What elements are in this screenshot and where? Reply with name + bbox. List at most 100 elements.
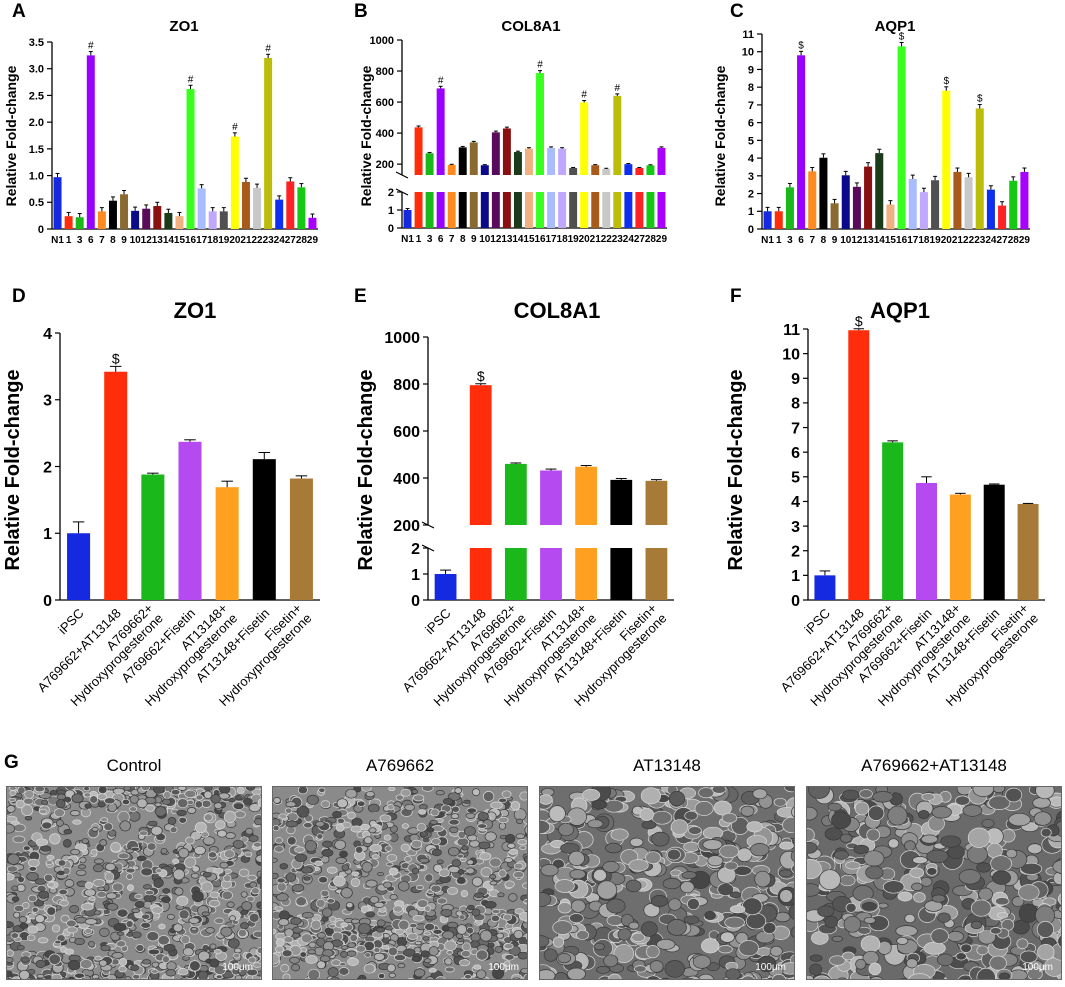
- bar: [64, 216, 73, 229]
- cell-shape: [398, 919, 410, 931]
- cell-shape: [222, 970, 234, 979]
- cell-shape: [490, 914, 500, 922]
- cell-shape: [497, 892, 505, 898]
- cell-shape: [504, 857, 514, 863]
- cell-shape: [209, 958, 220, 968]
- y-tick-label: 3.0: [29, 64, 44, 76]
- bar: [502, 128, 511, 175]
- cell-shape: [463, 799, 471, 804]
- cell-shape: [842, 789, 860, 801]
- significance-mark: $: [977, 94, 983, 105]
- cell-shape: [201, 799, 212, 808]
- bar: [308, 217, 317, 229]
- micrograph-control-image: [7, 787, 262, 979]
- cell-shape: [872, 791, 894, 803]
- cell-shape: [24, 789, 35, 799]
- cell-shape: [807, 806, 818, 821]
- cell-shape: [770, 945, 783, 957]
- y-tick-label: 600: [376, 97, 394, 109]
- cell-shape: [261, 806, 262, 813]
- cell-shape: [238, 928, 247, 938]
- bar: [882, 442, 904, 600]
- cell-shape: [54, 939, 62, 945]
- cell-shape: [845, 902, 857, 913]
- cell-shape: [661, 977, 670, 979]
- x-tick-label: 13: [863, 235, 875, 246]
- cell-shape: [308, 941, 317, 949]
- cell-shape: [504, 880, 515, 889]
- cell-shape: [955, 795, 970, 806]
- cell-shape: [185, 836, 195, 845]
- significance-mark: $: [899, 32, 905, 43]
- cell-shape: [918, 809, 930, 820]
- cell-shape: [172, 858, 180, 865]
- cell-shape: [157, 935, 170, 946]
- cell-shape: [279, 863, 289, 870]
- cell-shape: [282, 973, 291, 979]
- cell-shape: [718, 945, 733, 954]
- cell-shape: [863, 916, 876, 924]
- cell-shape: [350, 877, 361, 888]
- cell-shape: [208, 899, 221, 908]
- cell-shape: [79, 856, 87, 864]
- cell-shape: [238, 967, 247, 977]
- cell-shape: [824, 915, 839, 929]
- cell-shape: [194, 800, 203, 809]
- cell-shape: [740, 805, 755, 817]
- y-tick-label: 800: [393, 377, 420, 394]
- cell-shape: [782, 816, 794, 834]
- cell-shape: [498, 869, 507, 878]
- cell-shape: [668, 898, 682, 911]
- cell-shape: [341, 864, 350, 872]
- cell-shape: [116, 908, 129, 918]
- cell-shape: [274, 845, 284, 853]
- x-tick-label: 20: [229, 235, 241, 246]
- cell-shape: [64, 879, 75, 888]
- x-tick-label: 28: [296, 235, 308, 246]
- cell-shape: [9, 787, 17, 791]
- cell-shape: [587, 819, 604, 829]
- cell-shape: [791, 806, 794, 818]
- cell-shape: [666, 848, 681, 861]
- cell-shape: [7, 815, 18, 823]
- cell-shape: [276, 882, 287, 892]
- cell-shape: [234, 810, 246, 819]
- cell-shape: [21, 951, 32, 958]
- cell-shape: [840, 833, 853, 843]
- cell-shape: [340, 887, 353, 899]
- cell-shape: [711, 787, 727, 794]
- bar: [819, 157, 828, 229]
- cell-shape: [791, 864, 794, 874]
- y-tick-label: 0: [43, 593, 52, 610]
- cell-shape: [284, 928, 294, 938]
- cell-shape: [422, 936, 430, 941]
- cell-shape: [184, 789, 197, 799]
- cell-shape: [273, 928, 277, 935]
- cell-shape: [158, 923, 166, 930]
- cell-shape: [75, 843, 88, 852]
- cell-shape: [430, 808, 440, 817]
- x-tick-label: 16: [185, 235, 197, 246]
- cell-shape: [134, 901, 145, 908]
- cell-shape: [493, 962, 500, 967]
- cell-shape: [23, 797, 34, 805]
- cell-shape: [147, 948, 161, 956]
- cell-shape: [180, 935, 191, 945]
- cell-shape: [166, 961, 177, 971]
- cell-shape: [27, 858, 40, 868]
- cell-shape: [640, 921, 658, 937]
- cell-shape: [209, 891, 220, 899]
- cell-shape: [363, 963, 376, 974]
- panel-label-B: B: [354, 1, 368, 22]
- cell-shape: [150, 969, 159, 974]
- cell-shape: [419, 804, 428, 810]
- bar: [983, 484, 1005, 600]
- cell-shape: [790, 926, 794, 938]
- cell-shape: [97, 793, 108, 801]
- cell-shape: [818, 869, 841, 891]
- bar: [469, 385, 492, 525]
- cell-shape: [85, 881, 93, 890]
- cell-shape: [51, 973, 63, 979]
- cell-shape: [100, 817, 109, 823]
- x-tick-label: 22: [251, 235, 263, 246]
